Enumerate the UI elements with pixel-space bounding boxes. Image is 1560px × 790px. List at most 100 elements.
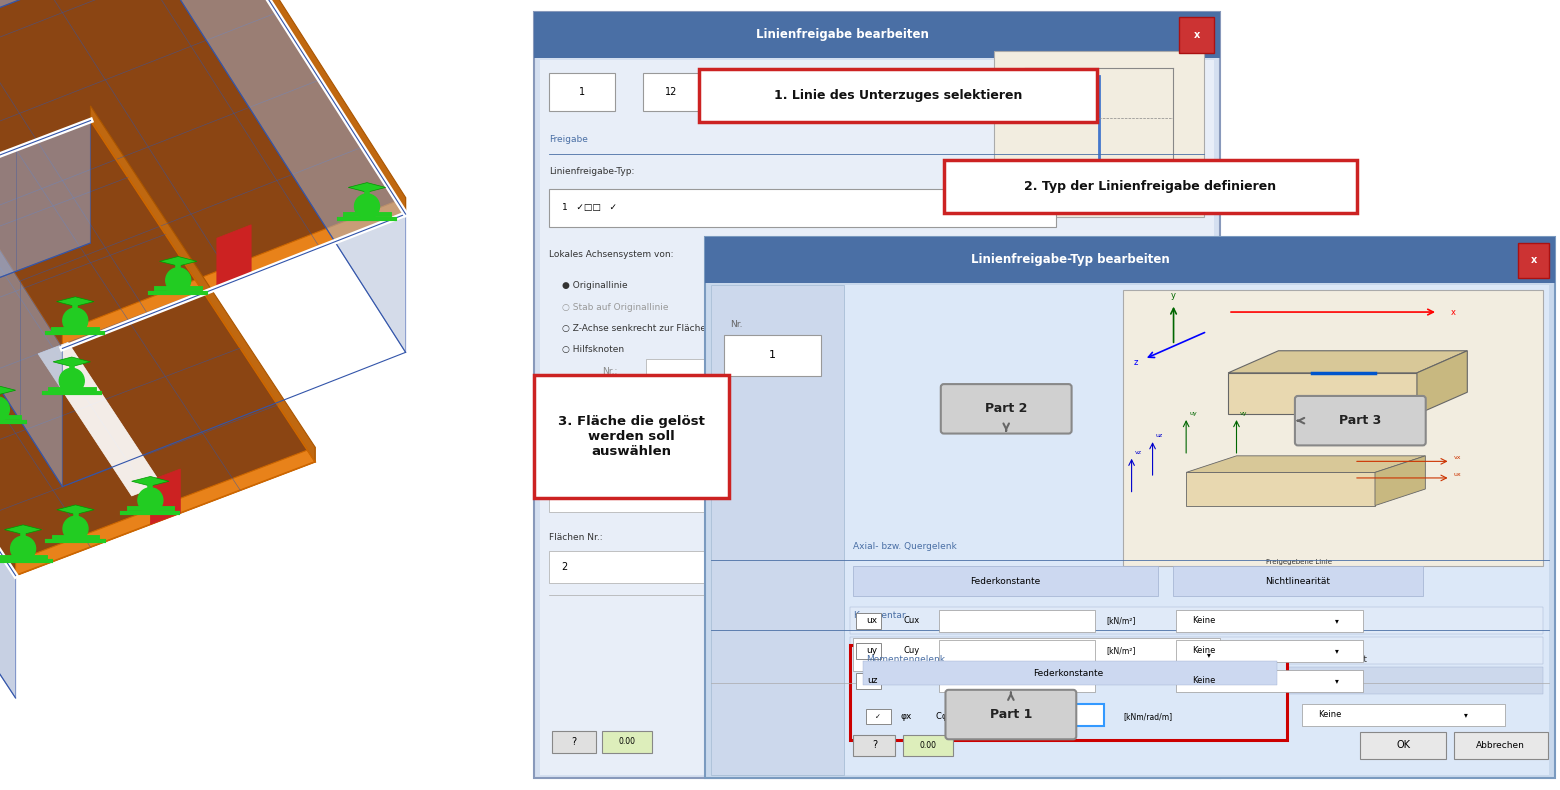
Text: uy: uy [866,646,878,656]
Text: Momentengelenk: Momentengelenk [866,655,945,664]
Polygon shape [1186,472,1374,506]
Text: ▾: ▾ [1335,616,1338,626]
Text: 3. Fläche die gelöst
werden soll
auswählen: 3. Fläche die gelöst werden soll auswähl… [557,415,705,458]
Text: Originallinie: Originallinie [1331,432,1377,442]
Bar [549,73,615,111]
Text: Freigegebene Objekte: Freigegebene Objekte [549,430,649,439]
Text: 0.00: 0.00 [619,737,635,747]
Text: Part 2: Part 2 [984,402,1028,416]
Bar [711,285,844,775]
Text: Cuy: Cuy [903,646,919,656]
Text: 0.00: 0.00 [920,741,936,750]
Circle shape [62,308,87,333]
Text: 12: 12 [665,87,677,96]
Text: ▾: ▾ [1465,710,1468,720]
Text: ● Originallinie: ● Originallinie [562,281,627,291]
Polygon shape [1186,456,1426,472]
Text: Cuz: Cuz [903,676,919,686]
Bar [602,731,652,753]
Text: ▾: ▾ [1335,646,1338,656]
Bar [939,640,1095,662]
Bar [939,670,1095,692]
Bar [724,335,821,376]
Text: ▾: ▾ [725,368,729,374]
Polygon shape [1374,456,1426,506]
Text: Nichtlinearität: Nichtlinearität [1265,577,1331,586]
Text: Nr.:: Nr.: [602,367,618,376]
Text: Linienfreigabe bearbeiten: Linienfreigabe bearbeiten [757,28,928,41]
Polygon shape [131,476,168,486]
Text: ▾: ▾ [710,87,713,96]
Text: ux: ux [866,616,878,626]
Text: 1: 1 [769,351,775,360]
Text: Nr.: Nr. [552,78,565,88]
Bar [1123,290,1543,566]
Text: Linienfreigabe-Typ:: Linienfreigabe-Typ: [549,167,635,176]
Bar [1518,243,1549,278]
Text: 1   ✓□□   ✓: 1 ✓□□ ✓ [562,203,616,213]
Text: Keine: Keine [1192,646,1215,656]
Text: 2: 2 [562,562,568,572]
Bar [853,566,1158,596]
Circle shape [62,516,87,541]
Polygon shape [159,257,197,266]
Circle shape [137,487,162,513]
Text: 1. Linie des Unterzuges selektieren: 1. Linie des Unterzuges selektieren [774,89,1022,102]
Polygon shape [0,0,148,84]
Bar [549,480,1207,512]
Polygon shape [0,235,16,698]
Bar [552,731,596,753]
Text: Cux: Cux [903,616,919,626]
Polygon shape [0,0,62,487]
Text: ?: ? [872,740,877,750]
Bar [863,661,1278,685]
Polygon shape [1416,351,1468,414]
Polygon shape [0,386,16,395]
Bar [540,60,1214,775]
Polygon shape [5,525,42,534]
Bar [987,704,1104,726]
Text: ux: ux [1454,472,1462,477]
Text: OK: OK [1396,740,1410,750]
Circle shape [354,194,379,219]
Text: Flächen Nr.:: Flächen Nr.: [549,532,602,542]
Text: [kN/m²]: [kN/m²] [1106,646,1136,656]
Polygon shape [1228,351,1468,373]
Polygon shape [150,469,181,525]
Text: x: x [1193,30,1200,40]
Polygon shape [148,0,406,214]
Text: 1: 1 [579,87,585,96]
Text: Freigegebene Linie: Freigegebene Linie [1267,559,1332,565]
Polygon shape [56,505,94,514]
Circle shape [59,368,84,393]
Text: uz: uz [1156,433,1162,438]
Text: [kN/m²]: [kN/m²] [1106,676,1136,686]
Polygon shape [217,225,251,288]
Bar [711,285,1549,775]
Text: x: x [1451,307,1455,317]
Bar [699,69,1097,122]
Bar [866,709,891,724]
Bar [534,12,1220,778]
Text: ▾: ▾ [1335,676,1338,686]
Text: Federkonstante: Federkonstante [1033,668,1103,678]
Bar [705,237,1555,778]
Text: Linienfreigabe-Typ bearbeiten: Linienfreigabe-Typ bearbeiten [972,254,1170,266]
Text: x: x [1530,255,1537,265]
Polygon shape [53,357,90,367]
Bar [850,637,1543,664]
Text: 2. Typ der Linienfreigabe definieren: 2. Typ der Linienfreigabe definieren [1025,180,1276,193]
Text: Keine: Keine [1192,616,1215,626]
Text: Cφx :: Cφx : [936,712,958,721]
Text: Federkonstante: Federkonstante [970,577,1041,586]
Polygon shape [56,297,94,307]
Text: Nr.: Nr. [730,320,743,329]
Text: Drehung der Linienfreigabe mittels Winke: Drehung der Linienfreigabe mittels Winke [549,398,739,408]
Text: Axial- bzw. Quergelenk: Axial- bzw. Quergelenk [853,542,958,551]
Bar [853,638,1220,671]
Text: ▾: ▾ [1207,649,1211,659]
Text: uy: uy [1189,411,1197,416]
Bar [856,613,881,629]
Bar [0,0,534,790]
Text: Part 3: Part 3 [1338,414,1382,427]
